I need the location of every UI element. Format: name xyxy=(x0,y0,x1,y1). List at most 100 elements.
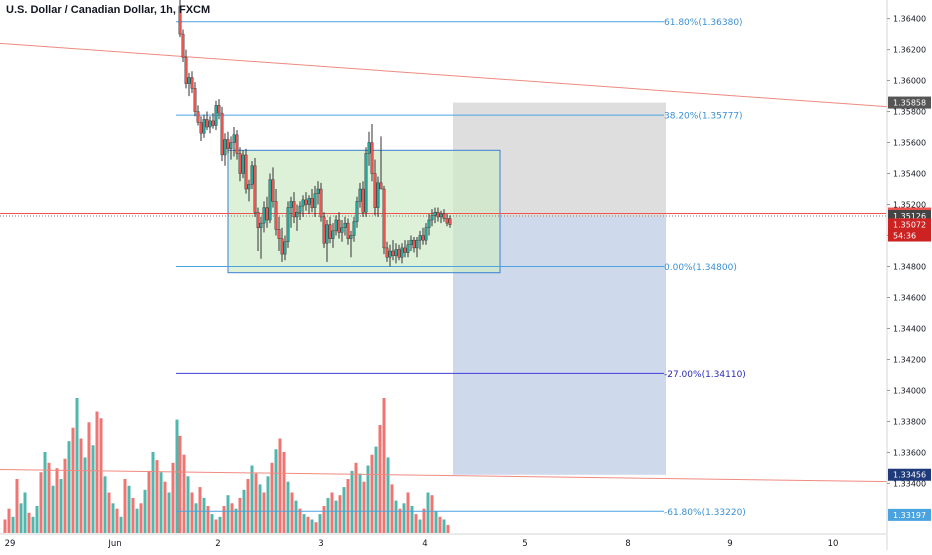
y-tick-label: 1.36200 xyxy=(893,46,926,55)
candle-body xyxy=(448,218,452,225)
volume-bar xyxy=(111,503,115,533)
volume-bar xyxy=(186,476,190,533)
candle-body xyxy=(433,212,437,216)
candle-body xyxy=(361,188,365,213)
volume-bar xyxy=(370,454,374,533)
y-tick-label: 1.33600 xyxy=(893,448,926,457)
y-tick-label: 1.35200 xyxy=(893,201,926,210)
volume-bar xyxy=(294,500,298,533)
fib-level-label: 0.00%(1.34800) xyxy=(664,263,737,273)
volume-bar xyxy=(282,452,286,533)
volume-bar xyxy=(202,497,206,533)
volume-bar xyxy=(198,487,202,533)
chart-title: U.S. Dollar / Canadian Dollar, 1h, FXCM xyxy=(6,4,211,16)
volume-bar xyxy=(310,519,314,533)
price-axis-bg xyxy=(887,0,932,550)
fib-level-label: -27.00%(1.34110) xyxy=(664,370,746,380)
volume-bar xyxy=(302,514,306,533)
candles xyxy=(178,0,452,267)
volume-bar xyxy=(418,519,422,533)
candle-body xyxy=(313,193,317,208)
x-tick-label: 5 xyxy=(522,539,527,549)
price-badge-label: 54:36 xyxy=(893,232,916,241)
volume-bar xyxy=(171,462,175,533)
volume-bar xyxy=(27,512,31,533)
volume-bar xyxy=(298,508,302,533)
volume-bar xyxy=(103,476,107,533)
candle-body xyxy=(271,179,275,202)
volume-bar xyxy=(35,506,39,533)
candle-body xyxy=(391,250,395,256)
fib-level-label: 61.80%(1.36380) xyxy=(664,18,743,28)
candle-body xyxy=(220,112,224,156)
y-tick-label: 1.36400 xyxy=(893,15,926,24)
volume-bar xyxy=(362,481,366,533)
volume-bar xyxy=(326,497,330,533)
volume-bar xyxy=(246,479,250,533)
candle-body xyxy=(436,212,440,218)
volume-bars xyxy=(3,398,450,533)
volume-bar xyxy=(31,516,35,533)
volume-bar xyxy=(278,438,282,533)
volume-bar xyxy=(178,435,182,533)
x-tick-label: 29 xyxy=(5,539,16,549)
candle-body xyxy=(253,165,257,213)
candle-body xyxy=(382,188,386,249)
candle-body xyxy=(235,134,239,154)
candle-body xyxy=(262,207,266,224)
candle-body xyxy=(442,213,446,219)
candle-body xyxy=(247,184,251,190)
candle-body xyxy=(307,198,311,205)
drawing-lines: 61.80%(1.36380) 38.20%(1.35777) 0.00%(1.34… xyxy=(0,18,913,518)
volume-bar xyxy=(374,446,378,533)
volume-bar xyxy=(87,422,91,533)
volume-bar xyxy=(446,524,450,533)
volume-bar xyxy=(107,492,111,533)
volume-bar xyxy=(262,492,266,533)
volume-bar xyxy=(175,419,179,533)
volume-bar xyxy=(274,449,278,533)
candle-body xyxy=(400,247,404,258)
volume-bar xyxy=(338,495,342,533)
volume-bar xyxy=(75,398,79,533)
candle-body xyxy=(274,201,278,230)
candle-body xyxy=(427,219,431,228)
candle-body xyxy=(376,182,380,208)
volume-bar xyxy=(394,500,398,533)
volume-bar xyxy=(406,492,410,533)
candle-body xyxy=(355,201,359,222)
candle-body xyxy=(229,142,233,149)
volume-bar xyxy=(322,506,326,533)
volume-bar xyxy=(390,484,394,533)
candle-body xyxy=(292,201,296,218)
candle-body xyxy=(388,250,392,258)
price-badge xyxy=(888,218,931,231)
candle-body xyxy=(352,221,356,236)
volume-bar xyxy=(358,473,362,533)
candle-body xyxy=(265,207,269,221)
volume-bar xyxy=(51,485,55,533)
candle-body xyxy=(406,244,410,253)
y-tick-label: 1.36000 xyxy=(893,77,926,86)
candle-body xyxy=(418,235,422,241)
volume-bar xyxy=(91,445,95,533)
candle-body xyxy=(214,105,218,126)
candle-body xyxy=(211,120,215,126)
candle-body xyxy=(190,77,194,89)
candle-body xyxy=(226,139,230,149)
volume-bar xyxy=(314,522,318,533)
volume-bar xyxy=(434,511,438,533)
candle-body xyxy=(298,205,302,213)
candle-body xyxy=(367,142,371,154)
volume-bar xyxy=(71,427,75,533)
y-tick-label: 1.34600 xyxy=(893,293,926,302)
volume-bar xyxy=(143,489,147,533)
price-axis: 1.36400 1.36200 1.36000 1.35800 1.35600 1.354… xyxy=(886,0,932,550)
candle-body xyxy=(385,247,389,258)
volume-bar xyxy=(67,441,71,533)
price-badge-label: 1.33197 xyxy=(893,511,926,520)
volume-bar xyxy=(55,468,59,533)
volume-bar xyxy=(79,438,83,533)
